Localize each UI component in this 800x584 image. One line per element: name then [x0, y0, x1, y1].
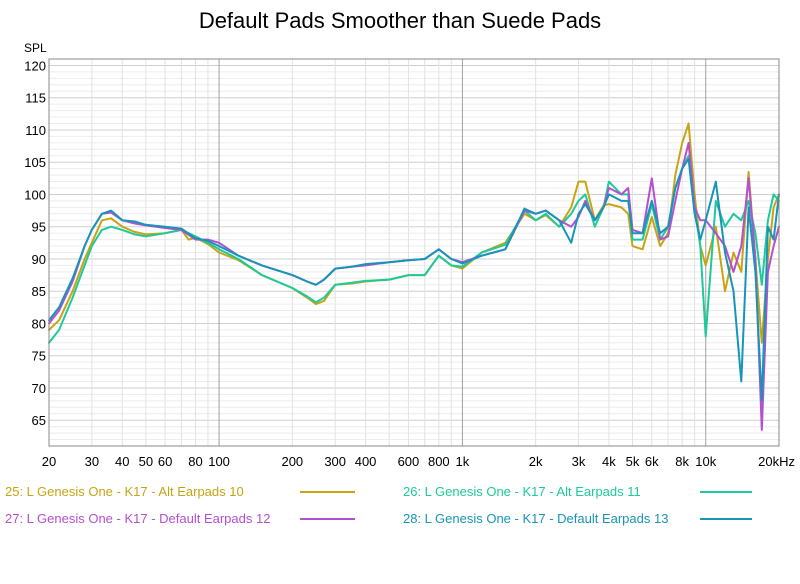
y-tick-label: 110	[25, 123, 46, 138]
x-tick-label: 2k	[529, 454, 543, 469]
y-tick-label: 80	[32, 316, 46, 331]
y-tick-label: 100	[24, 187, 46, 202]
x-tick-label: 100	[208, 454, 230, 469]
x-tick-label: 400	[355, 454, 377, 469]
x-tick-label: 800	[428, 454, 450, 469]
x-tick-label: 50	[139, 454, 153, 469]
legend-label-1: 25: L Genesis One - K17 - Alt Earpads 10	[5, 484, 244, 499]
y-tick-label: 105	[24, 155, 46, 170]
x-tick-label: 5k	[626, 454, 640, 469]
legend-label-2: 26: L Genesis One - K17 - Alt Earpads 11	[403, 484, 641, 499]
y-tick-label: 65	[32, 413, 46, 428]
y-tick-label: 120	[24, 58, 46, 73]
y-tick-label: 115	[25, 91, 46, 106]
x-tick-label: 20	[42, 454, 56, 469]
series-line-4	[48, 158, 780, 402]
legend: 25: L Genesis One - K17 - Alt Earpads 10…	[5, 484, 752, 526]
x-tick-label: 10k	[695, 454, 716, 469]
chart-title: Default Pads Smoother than Suede Pads	[199, 8, 601, 33]
y-axis-label: SPL	[24, 41, 47, 55]
x-tick-label: 4k	[602, 454, 616, 469]
x-tick-label: 3k	[572, 454, 586, 469]
x-tick-label: 60	[158, 454, 172, 469]
y-tick-label: 75	[32, 349, 46, 364]
x-tick-label: 80	[188, 454, 202, 469]
y-tick-label: 70	[32, 381, 46, 396]
x-tick-label: 30	[85, 454, 99, 469]
x-tick-label: 8k	[675, 454, 689, 469]
x-tick-label: 20kHz	[758, 454, 795, 469]
y-axis-ticks: 65 70 75 80 85 90 95 100 105 110 115 120	[24, 58, 46, 428]
plot-frame	[48, 58, 780, 447]
legend-label-4: 28: L Genesis One - K17 - Default Earpad…	[403, 511, 668, 526]
y-tick-label: 85	[32, 284, 46, 299]
y-tick-label: 95	[32, 220, 46, 235]
x-tick-label: 300	[324, 454, 346, 469]
plot-series	[48, 122, 780, 431]
x-tick-label: 600	[398, 454, 420, 469]
x-tick-label: 200	[281, 454, 303, 469]
x-tick-label: 1k	[456, 454, 470, 469]
x-tick-label: 40	[115, 454, 129, 469]
x-tick-label: 6k	[645, 454, 659, 469]
grid	[48, 58, 780, 447]
y-tick-label: 90	[32, 252, 46, 267]
legend-label-3: 27: L Genesis One - K17 - Default Earpad…	[5, 511, 270, 526]
x-axis-ticks: 20 30 40 50 60 80 100 200 300 400 600 800 1k 2k 3k 4k 5k…	[42, 454, 795, 469]
